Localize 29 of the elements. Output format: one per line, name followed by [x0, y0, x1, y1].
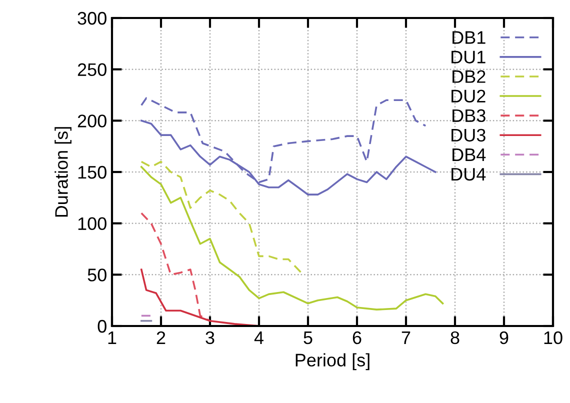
y-tick-label: 50 — [88, 268, 106, 282]
x-tick-label: 10 — [544, 331, 562, 344]
y-tick-label: 250 — [78, 63, 106, 76]
x-tick-label: 4 — [254, 332, 264, 344]
y-axis-title: Duration [s] — [54, 127, 72, 217]
x-tick-label: 8 — [450, 331, 460, 344]
legend-label: DB1 — [452, 31, 486, 44]
x-tick-label: 2 — [156, 331, 166, 344]
y-tick-label: 200 — [78, 114, 106, 128]
legend-label: DU2 — [452, 90, 486, 103]
legend-label: DU4 — [452, 168, 486, 181]
y-tick-label: 0 — [98, 320, 106, 333]
x-tick-label: 5 — [304, 332, 312, 344]
x-tick-label: 1 — [108, 332, 116, 344]
legend-label: DU3 — [452, 128, 486, 142]
legend-label: DB4 — [452, 148, 486, 161]
line-series — [140, 166, 444, 310]
x-tick-label: 6 — [352, 331, 362, 344]
legend-label: DB2 — [452, 70, 486, 83]
legend-label: DB3 — [452, 109, 486, 122]
y-tick-label: 100 — [78, 217, 106, 230]
line-series — [140, 212, 211, 322]
x-tick-label: 3 — [206, 331, 214, 344]
legend-label: DU1 — [452, 50, 486, 64]
x-tick-label: 9 — [500, 331, 508, 344]
x-axis-title: Period [s] — [296, 353, 370, 370]
y-tick-label: 150 — [78, 166, 106, 179]
x-tick-label: 7 — [402, 332, 410, 344]
y-tick-label: 300 — [78, 12, 106, 25]
